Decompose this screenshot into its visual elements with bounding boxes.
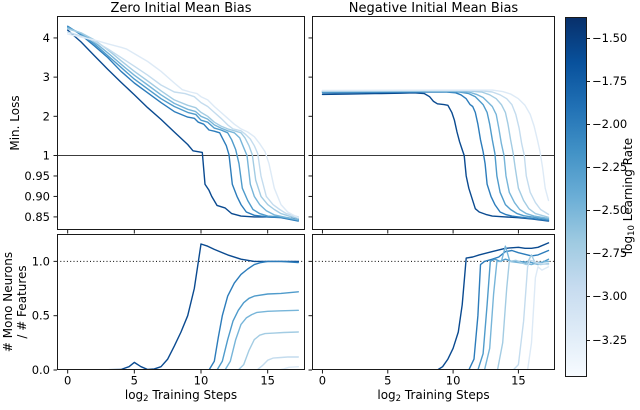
- x-tick-label: 15: [511, 374, 526, 388]
- series-group: [321, 89, 550, 222]
- panel-border: [57, 16, 305, 230]
- series-line-lr-3: [66, 31, 300, 218]
- colorbar-label: log10 Learning Rate: [621, 137, 637, 255]
- series-line-lr-2.5: [321, 90, 550, 220]
- x-tick-label: 10: [194, 374, 209, 388]
- series-line-lr-3.25: [66, 365, 300, 370]
- y-axis-label-min-loss: Min. Loss: [8, 95, 22, 151]
- colorbar-tick-label: −2.00: [592, 116, 628, 131]
- series-line-lr-2.25: [66, 291, 300, 370]
- colorbar-tick-label: −3.25: [592, 332, 628, 347]
- y-tick-label: 1: [43, 149, 50, 163]
- series-line-lr-3.25: [66, 33, 300, 219]
- panel-bottom-left: 0 5 10 15 0.0 0.5 1.0: [32, 234, 305, 388]
- y-tick-label: 3: [43, 70, 50, 84]
- series-line-lr-2.25: [321, 258, 550, 370]
- series-line-lr-3: [321, 259, 550, 370]
- panel-top-right: [308, 16, 555, 234]
- x-tick-label: 10: [446, 374, 461, 388]
- y-tick-label: 4: [43, 31, 50, 45]
- series-line-lr-1.5: [66, 29, 300, 220]
- series-line-lr-2.75: [321, 254, 550, 370]
- x-tick-label: 5: [131, 374, 138, 388]
- series-line-lr-2.75: [66, 331, 300, 370]
- title-zero-bias: Zero Initial Mean Bias: [110, 1, 252, 16]
- colorbar-tick-label: −2.25: [592, 160, 628, 175]
- series-line-lr-1.5: [321, 92, 550, 222]
- y-tick-label: 0.5: [32, 309, 50, 323]
- colorbar-tick-label: −2.75: [592, 246, 628, 261]
- colorbar-tick: [587, 123, 590, 125]
- colorbar-tick-label: −3.00: [592, 289, 628, 304]
- series-line-lr-1.5: [321, 242, 550, 370]
- series-line-lr-2: [66, 25, 300, 222]
- series-group: [66, 243, 300, 370]
- panel-border: [312, 16, 555, 230]
- y-tick-label: 0.95: [24, 169, 50, 183]
- series-line-lr-2.5: [66, 27, 300, 221]
- x-tick-label: 0: [64, 374, 71, 388]
- series-line-lr-3: [66, 356, 300, 370]
- panel-border: [57, 234, 305, 370]
- x-axis-label-left: log2 Training Steps: [124, 388, 238, 404]
- series-group: [66, 25, 300, 222]
- series-line-lr-3.25: [321, 266, 550, 370]
- series-group: [321, 242, 550, 370]
- colorbar-tick: [587, 339, 590, 341]
- y-axis-label-line2: / # Features: [15, 265, 29, 339]
- colorbar-tick: [587, 167, 590, 169]
- panel-top-left: 4 3 2 1 0.95 0.90 0.85: [24, 16, 305, 234]
- panel-border: [312, 234, 555, 370]
- x-tick-label: 0: [319, 374, 326, 388]
- x-axis-label-right: log2 Training Steps: [377, 388, 490, 404]
- series-line-lr-1.5: [66, 243, 300, 370]
- y-axis-label-line1: # Mono Neurons: [1, 251, 16, 353]
- series-line-lr-2.75: [66, 28, 300, 220]
- colorbar-tick-label: −1.75: [592, 73, 628, 88]
- x-tick-label: 5: [384, 374, 391, 388]
- colorbar-tick-label: −2.50: [592, 203, 628, 218]
- y-tick-label: 0.0: [32, 363, 50, 377]
- panel-bottom-right: 0 5 10 15: [308, 234, 555, 388]
- series-line-lr-2: [66, 260, 300, 370]
- colorbar-tick: [587, 296, 590, 298]
- colorbar-tick: [587, 80, 590, 82]
- y-tick-label: 0.85: [24, 210, 50, 224]
- series-line-lr-2.25: [66, 26, 300, 221]
- x-tick-label: 15: [260, 374, 275, 388]
- colorbar-tick: [587, 253, 590, 255]
- title-negative-bias: Negative Initial Mean Bias: [348, 1, 519, 16]
- y-axis-label-mono-neurons: # Mono Neurons / # Features: [1, 251, 30, 353]
- colorbar-tick: [587, 210, 590, 212]
- colorbar-tick-label: −1.50: [592, 30, 628, 45]
- series-line-lr-3: [321, 89, 550, 216]
- colorbar-tick: [587, 37, 590, 39]
- colorbar: [565, 17, 587, 377]
- series-line-lr-2.5: [321, 245, 550, 370]
- y-tick-label: 2: [43, 109, 50, 123]
- series-line-lr-2: [321, 249, 550, 370]
- y-tick-label: 1.0: [32, 254, 50, 268]
- series-line-lr-2.75: [321, 90, 550, 219]
- y-tick-label: 0.90: [24, 189, 50, 203]
- series-line-lr-2.5: [66, 309, 300, 370]
- series-line-lr-3.25: [321, 89, 550, 202]
